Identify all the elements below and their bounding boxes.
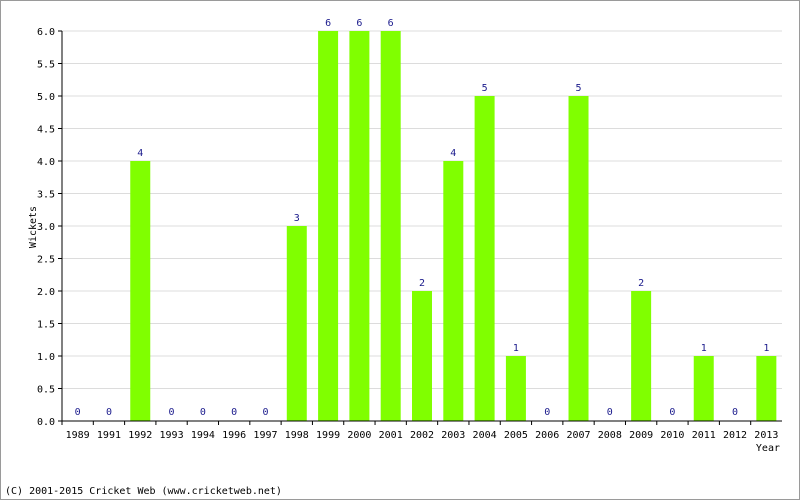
bar	[380, 31, 401, 421]
x-tick-label: 1991	[97, 430, 121, 441]
x-tick-label: 2002	[410, 430, 434, 441]
copyright-text: (C) 2001-2015 Cricket Web (www.cricketwe…	[5, 486, 282, 497]
data-label: 3	[294, 213, 300, 224]
x-tick-label: 1994	[191, 430, 215, 441]
y-tick-label: 2.0	[37, 287, 55, 298]
data-label: 5	[576, 83, 582, 94]
y-tick-label: 1.0	[37, 352, 55, 363]
data-label: 1	[763, 343, 769, 354]
y-tick-label: 0.5	[37, 385, 55, 396]
bar	[349, 31, 370, 421]
y-tick-label: 5.5	[37, 60, 55, 71]
x-tick-label: 2009	[629, 430, 653, 441]
x-tick-label: 2003	[441, 430, 465, 441]
grid-lines	[62, 30, 782, 389]
y-tick-label: 4.0	[37, 157, 55, 168]
x-tick-label: 1997	[253, 430, 277, 441]
x-tick-label: 1996	[222, 430, 246, 441]
x-tick-label: 2000	[347, 430, 371, 441]
y-tick-label: 5.0	[37, 92, 55, 103]
x-tick-label: 2011	[692, 430, 716, 441]
bar	[318, 31, 339, 421]
bar	[631, 291, 652, 421]
x-tick-label: 1992	[128, 430, 152, 441]
x-tick-label: 2012	[723, 430, 747, 441]
data-label: 6	[325, 18, 331, 29]
data-label: 0	[200, 407, 206, 418]
x-tick-label: 1998	[285, 430, 309, 441]
data-label: 0	[262, 407, 268, 418]
data-label: 0	[669, 407, 675, 418]
x-tick-label: 1999	[316, 430, 340, 441]
bar	[693, 356, 714, 421]
bar	[286, 226, 307, 421]
y-tick-label: 0.0	[37, 417, 55, 428]
bar	[568, 96, 589, 421]
y-tick-label: 3.5	[37, 190, 55, 201]
data-label: 0	[75, 407, 81, 418]
x-tick-label: 2010	[660, 430, 684, 441]
y-axis-title: Wickets	[28, 206, 39, 248]
x-tick-label: 1993	[160, 430, 184, 441]
x-tick-label: 1989	[66, 430, 90, 441]
bar	[474, 96, 495, 421]
bars	[130, 31, 777, 421]
bar	[756, 356, 777, 421]
bar	[412, 291, 432, 421]
bar	[130, 161, 151, 421]
y-tick-label: 1.5	[37, 320, 55, 331]
data-label: 2	[638, 278, 644, 289]
data-label: 0	[544, 407, 550, 418]
data-label: 2	[419, 278, 425, 289]
x-tick-label: 2001	[379, 430, 403, 441]
y-tick-label: 3.0	[37, 222, 55, 233]
data-label: 0	[732, 407, 738, 418]
y-tick-label: 4.5	[37, 125, 55, 136]
data-label: 1	[701, 343, 707, 354]
data-label: 0	[169, 407, 175, 418]
data-label: 6	[356, 18, 362, 29]
data-label: 4	[450, 148, 456, 159]
x-tick-label: 2008	[598, 430, 622, 441]
x-tick-label: 2007	[566, 430, 590, 441]
bar	[505, 356, 526, 421]
x-tick-label: 2005	[504, 430, 528, 441]
x-tick-label: 2004	[473, 430, 497, 441]
x-tick-labels: 1989 1991 1992 1993 1994 1996 1997 1998 1999 2000…	[66, 430, 779, 441]
data-label: 5	[482, 83, 488, 94]
x-tick-label: 2006	[535, 430, 559, 441]
x-axis-title: Year	[756, 443, 780, 454]
data-label: 1	[513, 343, 519, 354]
y-tick-label: 2.5	[37, 255, 55, 266]
data-label: 0	[231, 407, 237, 418]
bar	[443, 161, 464, 421]
data-label: 6	[388, 18, 394, 29]
data-label: 0	[607, 407, 613, 418]
y-tick-label: 6.0	[37, 27, 55, 38]
x-tick-label: 2013	[754, 430, 778, 441]
y-tick-labels: 0.0 0.5 1.0 1.5 2.0 2.5 3.0 3.5 4.0 4.5 5.0 5.5 6.0	[37, 27, 55, 428]
axes	[58, 30, 782, 425]
data-label: 4	[137, 148, 143, 159]
data-label: 0	[106, 407, 112, 418]
